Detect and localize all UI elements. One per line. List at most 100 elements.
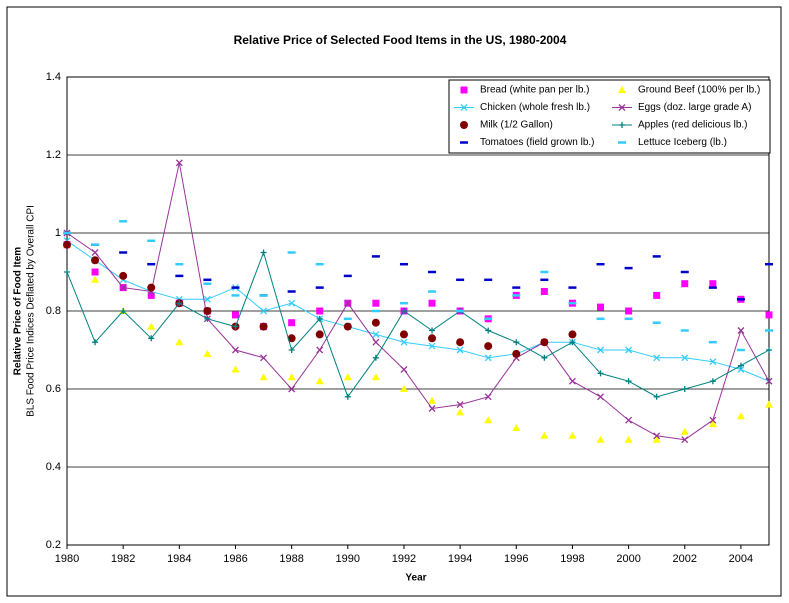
marker	[288, 347, 295, 353]
x-tick-label: 1994	[448, 553, 472, 565]
marker	[288, 385, 296, 393]
marker	[287, 334, 296, 343]
marker	[484, 393, 492, 401]
marker	[597, 370, 604, 377]
marker	[119, 284, 127, 292]
marker	[709, 358, 717, 366]
x-tick-label: 2004	[729, 553, 753, 565]
marker	[91, 249, 99, 256]
marker	[260, 354, 268, 362]
marker	[120, 308, 127, 314]
x-tick-label: 1988	[279, 553, 303, 565]
marker	[681, 386, 688, 392]
marker	[288, 319, 296, 327]
marker	[568, 431, 577, 439]
legend-label: Tomatoes (field grown lb.)	[480, 137, 595, 148]
marker	[484, 416, 493, 424]
marker	[231, 365, 240, 373]
x-tick-label: 2002	[673, 553, 697, 565]
y-tick-label: 1	[55, 227, 61, 239]
marker	[597, 393, 604, 401]
marker	[203, 295, 211, 303]
marker	[148, 335, 155, 342]
marker	[540, 288, 548, 295]
marker	[456, 401, 464, 409]
marker	[625, 346, 633, 354]
marker	[625, 416, 633, 424]
marker	[484, 354, 492, 362]
marker	[653, 432, 661, 440]
x-tick-label: 1984	[167, 553, 191, 565]
series-line	[66, 240, 770, 382]
y-tick-label: 0.2	[46, 539, 61, 551]
y-tick-label: 0.6	[46, 383, 61, 395]
marker	[343, 322, 352, 331]
x-tick-label: 1992	[392, 553, 416, 565]
marker	[231, 311, 239, 319]
marker	[460, 104, 468, 111]
x-tick-label: 1986	[223, 553, 247, 565]
marker	[765, 377, 773, 385]
legend-label: Chicken (whole fresh lb.)	[480, 102, 590, 113]
marker	[147, 322, 156, 330]
marker	[371, 318, 380, 327]
marker	[569, 339, 576, 346]
marker	[232, 323, 239, 330]
marker	[681, 280, 689, 288]
marker	[343, 373, 352, 381]
marker	[203, 349, 212, 357]
marker	[428, 405, 436, 412]
marker	[653, 393, 660, 400]
marker	[316, 346, 324, 354]
marker	[428, 299, 436, 307]
marker	[429, 327, 436, 334]
marker	[540, 431, 549, 439]
marker	[316, 315, 323, 322]
marker	[597, 303, 605, 311]
x-tick-label: 1990	[336, 553, 360, 565]
y-axis-label: Relative Price of Food Item	[13, 247, 24, 375]
marker	[512, 424, 521, 431]
legend-label: Bread (white pan per lb.)	[480, 85, 590, 96]
marker	[460, 121, 468, 129]
x-tick-label: 1996	[504, 553, 528, 565]
marker	[484, 342, 493, 351]
marker	[91, 268, 99, 276]
x-tick-label: 1980	[55, 553, 79, 565]
marker	[513, 339, 520, 346]
marker	[512, 349, 521, 358]
y-tick-label: 1.2	[46, 149, 61, 161]
marker	[400, 366, 408, 373]
marker	[92, 339, 99, 346]
marker	[399, 385, 408, 392]
marker	[625, 378, 632, 385]
marker	[737, 362, 744, 369]
marker	[288, 299, 296, 307]
marker	[709, 416, 717, 424]
marker	[624, 435, 633, 443]
marker	[456, 346, 464, 354]
legend-box	[448, 79, 771, 154]
marker	[568, 330, 577, 339]
marker	[681, 354, 689, 362]
marker	[456, 338, 465, 347]
marker	[568, 377, 576, 385]
marker	[372, 299, 380, 307]
marker	[175, 159, 183, 167]
marker	[737, 366, 745, 373]
chart-title: Relative Price of Selected Food Items in…	[234, 33, 567, 47]
y-tick-label: 0.8	[46, 305, 61, 317]
marker	[91, 256, 100, 265]
marker	[680, 427, 689, 435]
marker	[652, 435, 661, 443]
marker	[259, 322, 268, 331]
marker	[708, 420, 717, 428]
legend-label: Apples (red delicious lb.)	[638, 120, 748, 131]
marker	[485, 327, 492, 334]
marker	[287, 373, 296, 381]
marker	[709, 280, 717, 288]
marker	[619, 122, 625, 128]
marker	[766, 347, 772, 353]
marker	[428, 342, 436, 350]
marker	[765, 400, 773, 408]
